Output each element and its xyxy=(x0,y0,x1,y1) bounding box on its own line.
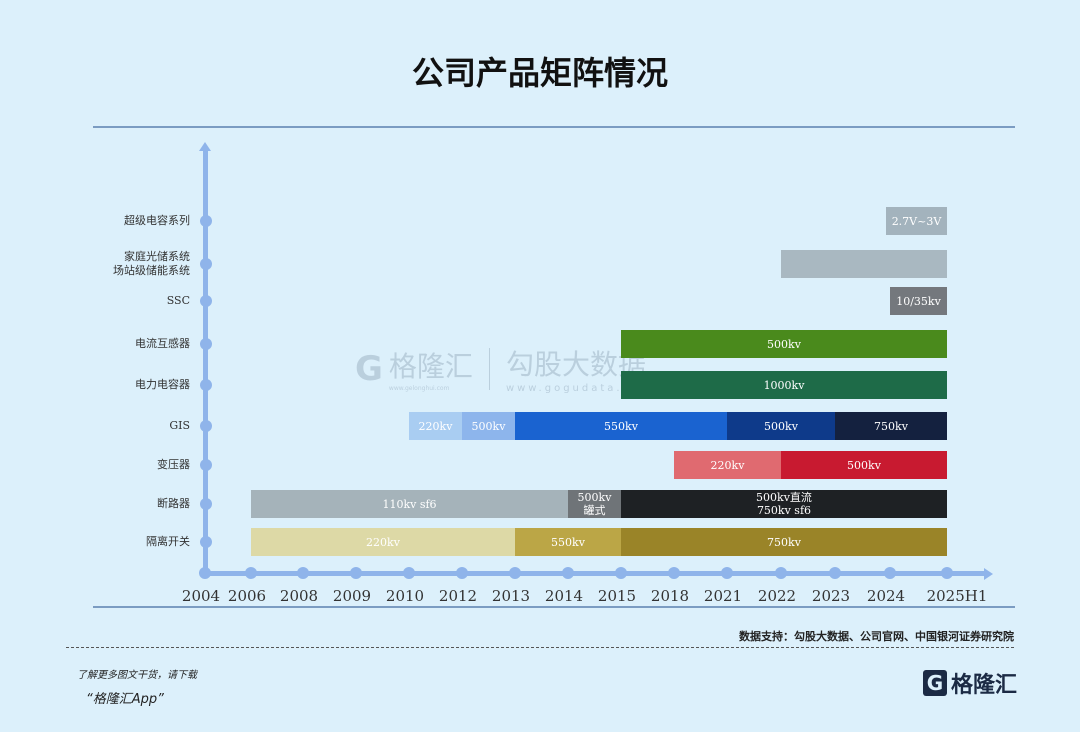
x-tick-label: 2008 xyxy=(279,587,319,605)
x-tick-label: 2025H1 xyxy=(926,587,988,605)
y-tick-label: 超级电容系列 xyxy=(124,214,190,227)
y-tick-label: GIS xyxy=(169,419,190,432)
watermark: G 格隆汇 www.gelonghui.com 勾股大数据 www.goguda… xyxy=(355,347,653,394)
bar-segment: 550kv xyxy=(515,528,621,556)
bar-segment: 500kv xyxy=(462,412,515,440)
y-axis-tick-dot xyxy=(200,498,212,510)
x-tick-label: 2018 xyxy=(650,587,690,605)
y-axis-tick-dot xyxy=(200,338,212,350)
bar-segment: 220kv xyxy=(674,451,781,479)
x-tick-label: 2021 xyxy=(703,587,743,605)
bar-segment xyxy=(781,250,947,278)
bar-segment: 2.7V~3V xyxy=(886,207,947,235)
x-tick-label: 2023 xyxy=(811,587,851,605)
x-axis-tick-dot xyxy=(350,567,362,579)
y-axis-tick-dot xyxy=(200,258,212,270)
logo-text: 格隆汇 xyxy=(951,673,1018,698)
x-tick-label: 2006 xyxy=(227,587,267,605)
bar-segment: 1000kv xyxy=(621,371,947,399)
y-axis-tick-dot xyxy=(200,536,212,548)
bar-segment: 500kv xyxy=(621,330,947,358)
y-axis-tick-dot xyxy=(200,379,212,391)
y-tick-label: 隔离开关 xyxy=(146,535,190,548)
bar-segment: 750kv xyxy=(621,528,947,556)
x-axis-tick-dot xyxy=(884,567,896,579)
x-axis-tick-dot xyxy=(721,567,733,579)
bottom-divider xyxy=(93,606,1015,608)
y-axis-tick-dot xyxy=(200,295,212,307)
bar-segment: 500kv直流 750kv sf6 xyxy=(621,490,947,518)
x-axis-tick-dot xyxy=(456,567,468,579)
y-tick-label: 断路器 xyxy=(157,497,190,510)
y-tick-label: 家庭光储系统 场站级储能系统 xyxy=(113,250,190,277)
y-axis xyxy=(203,148,208,575)
y-axis-tick-dot xyxy=(200,215,212,227)
x-axis-tick-dot xyxy=(615,567,627,579)
logo-g-icon: G xyxy=(923,670,947,696)
y-tick-label: 变压器 xyxy=(157,458,190,471)
x-tick-label: 2024 xyxy=(866,587,906,605)
x-axis-tick-dot xyxy=(403,567,415,579)
data-source: 数据支持：勾股大数据、公司官网、中国银河证券研究院 xyxy=(739,630,1014,643)
bar-segment: 10/35kv xyxy=(890,287,947,315)
x-axis-tick-dot xyxy=(509,567,521,579)
dashed-divider xyxy=(66,647,1014,648)
bar-segment: 500kv xyxy=(781,451,947,479)
x-axis-tick-dot xyxy=(297,567,309,579)
bar-segment: 110kv sf6 xyxy=(251,490,568,518)
x-tick-label: 2022 xyxy=(757,587,797,605)
x-axis-tick-dot xyxy=(245,567,257,579)
y-tick-label: 电力电容器 xyxy=(135,378,190,391)
top-divider xyxy=(93,126,1015,128)
bar-segment: 220kv xyxy=(409,412,462,440)
y-tick-label: 电流互感器 xyxy=(135,337,190,350)
x-tick-label: 2010 xyxy=(385,587,425,605)
brand-logo: G 格隆汇 xyxy=(923,667,1017,699)
bar-segment: 500kv 罐式 xyxy=(568,490,621,518)
x-tick-label: 2012 xyxy=(438,587,478,605)
x-tick-label: 2015 xyxy=(597,587,637,605)
bar-segment: 550kv xyxy=(515,412,727,440)
x-axis xyxy=(203,571,985,576)
promo-app-name: “格隆汇App” xyxy=(86,692,164,707)
x-axis-tick-dot xyxy=(941,567,953,579)
x-axis-tick-dot xyxy=(668,567,680,579)
x-axis-arrow xyxy=(984,568,993,580)
chart-title: 公司产品矩阵情况 xyxy=(411,54,668,92)
bar-segment: 220kv xyxy=(251,528,515,556)
y-axis-tick-dot xyxy=(200,420,212,432)
x-axis-tick-dot xyxy=(829,567,841,579)
x-axis-tick-dot xyxy=(562,567,574,579)
x-tick-label: 2004 xyxy=(181,587,221,605)
y-tick-label: SSC xyxy=(166,294,190,307)
y-axis-tick-dot xyxy=(200,459,212,471)
bar-segment: 500kv xyxy=(727,412,835,440)
y-axis-arrow xyxy=(199,142,211,151)
watermark-g-logo: G xyxy=(355,348,383,389)
x-tick-label: 2009 xyxy=(332,587,372,605)
promo-text: 了解更多图文干货，请下载 xyxy=(77,670,197,681)
x-axis-tick-dot xyxy=(775,567,787,579)
x-tick-label: 2014 xyxy=(544,587,584,605)
x-axis-tick-dot xyxy=(199,567,211,579)
x-tick-label: 2013 xyxy=(491,587,531,605)
bar-segment: 750kv xyxy=(835,412,947,440)
